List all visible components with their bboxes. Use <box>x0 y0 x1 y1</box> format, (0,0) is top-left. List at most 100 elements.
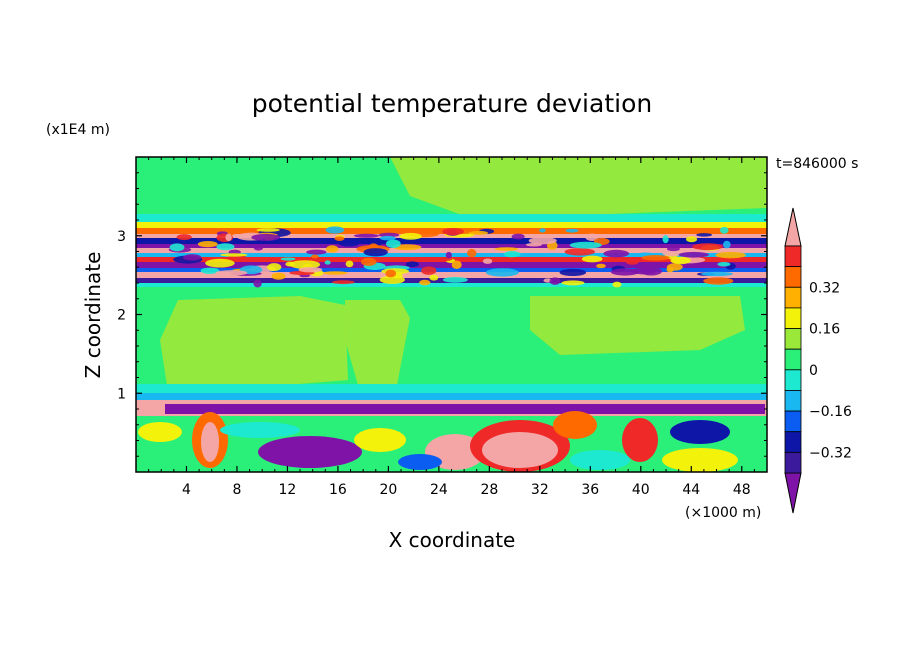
upper-band-9 <box>136 262 767 268</box>
upper-eddy <box>253 279 262 288</box>
upper-eddy <box>345 260 354 268</box>
x-tick-label: 36 <box>581 482 599 498</box>
upper-eddy <box>442 227 464 236</box>
x-tick-label: 48 <box>733 482 751 498</box>
upper-eddy <box>379 235 396 241</box>
plume-1 <box>345 300 410 392</box>
upper-eddy <box>561 280 585 286</box>
upper-eddy <box>256 228 280 232</box>
upper-eddy <box>670 256 691 265</box>
upper-eddy <box>662 249 683 257</box>
y-axis-ticks: 1 2 3 <box>117 172 767 457</box>
upper-eddy <box>169 243 185 252</box>
upper-eddy <box>379 275 405 284</box>
upper-eddy <box>298 267 323 273</box>
upper-eddy <box>334 236 345 241</box>
upper-eddy <box>267 263 282 271</box>
upper-eddy <box>325 226 345 234</box>
surface-cell-5 <box>482 432 558 468</box>
upper-eddy <box>385 269 397 278</box>
upper-eddy <box>427 257 453 262</box>
upper-eddy <box>353 233 379 238</box>
upper-eddy <box>641 255 670 261</box>
contour-field <box>136 157 767 472</box>
surface-cell-11 <box>354 428 406 452</box>
colorbar-box <box>784 348 802 371</box>
upper-eddy <box>326 245 339 253</box>
surface-cell-13 <box>138 422 182 442</box>
x-tick-label: 44 <box>682 482 700 498</box>
upper-eddy <box>692 243 723 251</box>
upper-eddy <box>494 264 515 269</box>
colorbar-label: −0.32 <box>809 445 852 461</box>
lower-purple-band <box>165 404 765 414</box>
upper-band-11 <box>136 272 767 278</box>
upper-eddy <box>271 272 286 280</box>
upper-eddy <box>662 235 669 244</box>
colorbar-box <box>784 266 802 288</box>
x-tick-label: 20 <box>379 482 397 498</box>
upper-eddy <box>176 234 192 241</box>
upper-eddy <box>331 280 355 285</box>
surface-cell-9 <box>662 448 738 472</box>
upper-eddy <box>442 276 468 283</box>
upper-eddy <box>323 271 348 275</box>
colorbar-box <box>784 245 802 268</box>
upper-band-0 <box>136 214 767 222</box>
x-tick-label: 16 <box>329 482 347 498</box>
upper-eddy <box>280 257 296 261</box>
upper-eddy <box>467 248 477 258</box>
upper-eddy <box>289 260 321 269</box>
y-tick-label: 1 <box>117 386 126 402</box>
upper-eddy <box>539 228 546 233</box>
x-tick-label: 32 <box>531 482 549 498</box>
upper-eddy <box>596 263 606 269</box>
upper-eddy <box>696 233 713 237</box>
upper-eddy <box>703 277 734 285</box>
x-axis-ticks: 4 8 12 16 20 24 28 32 36 40 44 48 <box>148 157 755 498</box>
upper-eddy <box>253 245 263 251</box>
upper-eddy <box>363 248 388 257</box>
upper-band-4 <box>136 238 767 244</box>
colorbar: 0.32 0.16 0 −0.16 −0.32 <box>784 207 852 514</box>
surface-cell-7 <box>622 418 658 462</box>
upper-eddy <box>715 251 746 259</box>
upper-eddy <box>612 281 622 288</box>
colorbar-box <box>784 369 802 391</box>
upper-band-6 <box>136 248 767 253</box>
y-tick-label: 3 <box>117 229 126 245</box>
upper-eddy <box>511 233 525 240</box>
surface-cell-14 <box>398 454 442 470</box>
upper-eddy <box>200 267 220 274</box>
upper-eddy <box>564 248 596 256</box>
colorbar-label: 0.32 <box>809 280 840 296</box>
surface-cell-8 <box>670 420 730 444</box>
upper-eddy <box>678 251 709 258</box>
upper-eddy <box>485 268 519 277</box>
upper-eddy <box>494 247 519 251</box>
plume-0 <box>160 296 348 392</box>
x-tick-label: 8 <box>232 482 241 498</box>
upper-eddy <box>429 274 439 281</box>
upper-eddy <box>666 246 680 252</box>
upper-eddy <box>338 240 360 247</box>
upper-band-1 <box>136 222 767 228</box>
surface-cell-10 <box>220 422 300 438</box>
colorbar-box <box>784 286 802 309</box>
colorbar-box <box>784 307 802 329</box>
upper-eddy <box>197 241 218 248</box>
colorbar-box <box>784 431 802 453</box>
upper-eddy <box>700 271 733 277</box>
upper-band-10 <box>136 268 767 272</box>
lower-blue-band <box>136 393 767 400</box>
time-label: t=846000 s <box>776 156 858 172</box>
upper-eddy <box>285 261 295 267</box>
upper-eddy <box>220 253 248 257</box>
upper-eddy <box>251 233 281 241</box>
upper-eddy <box>569 241 602 249</box>
upper-eddy <box>360 257 377 266</box>
upper-eddy <box>306 249 327 255</box>
y-axis-label: Z coordinate <box>81 252 105 379</box>
upper-eddy <box>610 268 640 276</box>
